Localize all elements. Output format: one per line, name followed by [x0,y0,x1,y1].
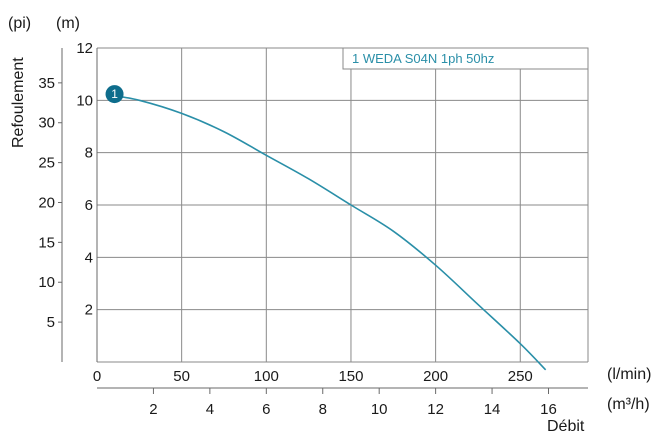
x-tick-label-lmin: 150 [338,368,363,385]
x-tick-label-lmin: 200 [423,368,448,385]
y-unit-ft: (pi) [8,15,31,32]
y-axis-title: Refoulement [10,57,27,148]
y-tick-label-ft: 10 [38,274,55,291]
y-tick-label-m: 6 [85,197,93,214]
y-tick-label-ft: 30 [38,115,55,132]
y-tick-label-ft: 5 [47,314,55,331]
x-unit-lmin: (l/min) [607,366,651,383]
x-tick-label-m3h: 4 [206,401,214,418]
x-tick-label-m3h: 12 [427,401,444,418]
x-unit-m3h: (m³/h) [607,396,650,413]
series-marker [105,85,124,104]
y-tick-label-m: 8 [85,145,93,162]
y-tick-label-m: 2 [85,302,93,319]
x-tick-label-m3h: 16 [540,401,557,418]
y-tick-label-m: 4 [85,249,93,266]
y-tick-label-m: 10 [76,92,93,109]
y-tick-label-ft: 20 [38,194,55,211]
series-layer: 1 [105,85,547,371]
x-tick-label-m3h: 14 [484,401,501,418]
legend-label: 1 WEDA S04N 1ph 50hz [352,51,494,66]
x-tick-label-lmin: 50 [173,368,190,385]
x-tick-label-lmin: 250 [508,368,533,385]
y-tick-label-ft: 25 [38,155,55,172]
legend-box [342,47,589,70]
x-axis-title: Débit [547,418,585,435]
y-tick-label-ft: 15 [38,234,55,251]
y-unit-m: (m) [56,15,80,32]
x-tick-label-m3h: 10 [371,401,388,418]
y-tick-label-ft: 35 [38,75,55,92]
x-tick-label-lmin: 0 [93,368,101,385]
series-line [110,94,547,371]
x-tick-label-m3h: 8 [319,401,327,418]
x-tick-label-lmin: 100 [254,368,279,385]
axes [61,48,588,389]
x-tick-label-m3h: 2 [149,401,157,418]
series-marker-label: 1 [111,87,118,101]
grid [96,47,589,363]
y-tick-label-m: 12 [76,40,93,57]
x-tick-label-m3h: 6 [262,401,270,418]
